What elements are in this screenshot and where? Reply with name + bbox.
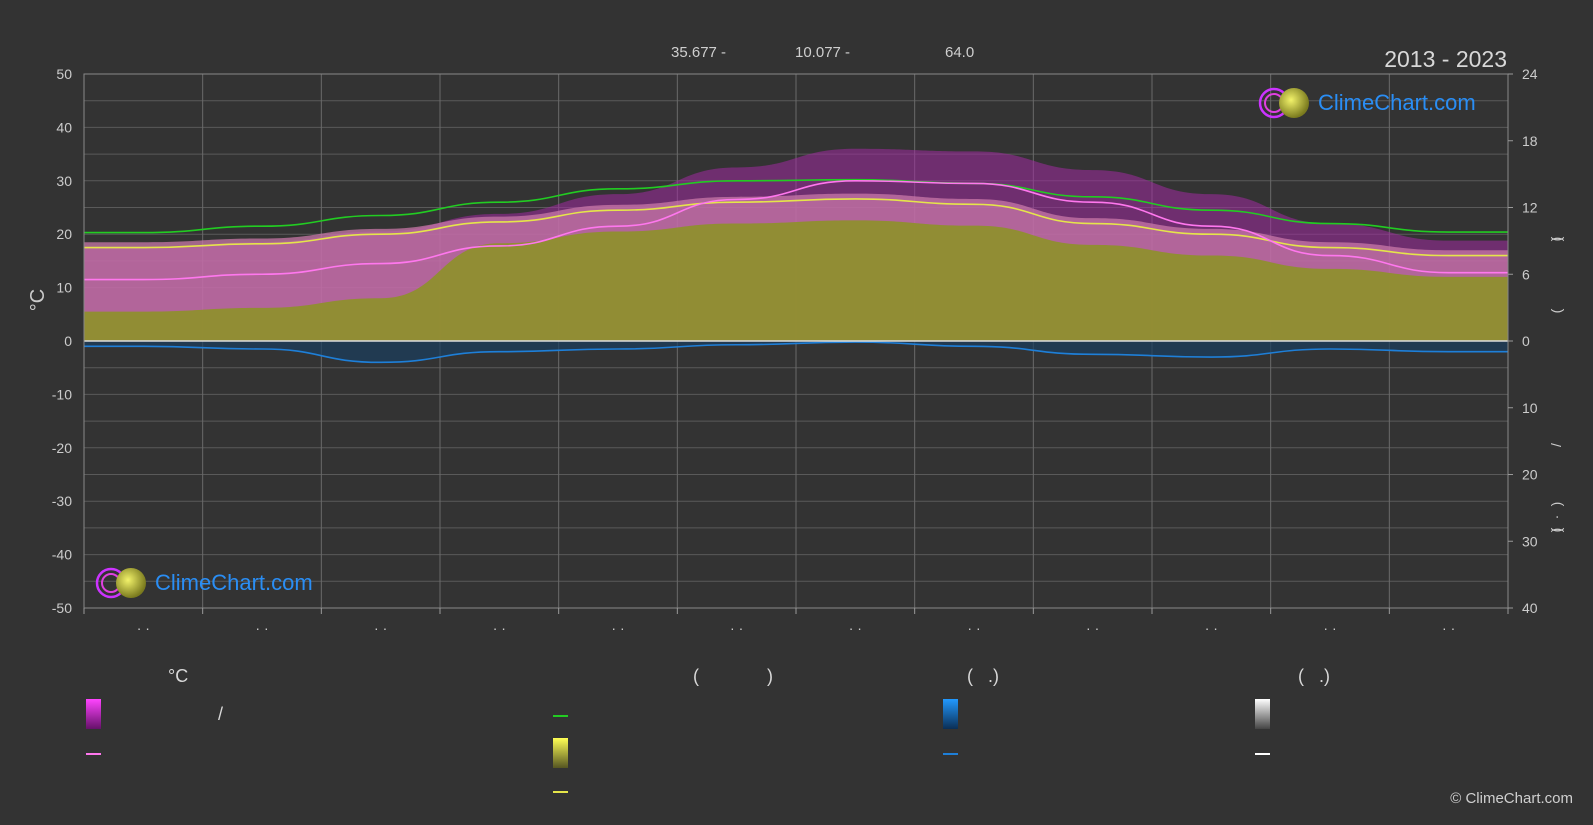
area-fills [84, 148, 1508, 363]
header-latitude: 35.677 - [671, 44, 727, 61]
x-tick-label: · · [849, 620, 862, 636]
right-tick-label: 18 [1522, 133, 1538, 149]
y-tick-label: 50 [56, 66, 72, 82]
x-tick-label: · · [967, 620, 980, 636]
legend-minmax-slash: / [218, 704, 224, 724]
y-tick-label: -10 [52, 386, 72, 402]
copyright: © ClimeChart.com [1450, 790, 1573, 807]
x-tick-label: · · [137, 620, 150, 636]
series-lines [83, 178, 1508, 364]
logo-top[interactable]: ClimeChart.com [1258, 86, 1476, 120]
y-tick-label: -40 [52, 547, 72, 563]
x-tick-label: · · [1086, 620, 1099, 636]
legend-header-sun-open: ( [693, 666, 699, 686]
right-tick-label: 24 [1522, 66, 1538, 82]
x-tick-label: · · [255, 620, 268, 636]
legend-header-sun-close: ) [767, 666, 773, 686]
daylight-line [84, 178, 1508, 234]
temp-mean-line [84, 179, 1508, 281]
right-tick-label: 40 [1522, 600, 1538, 616]
legend-swatch-sunshine [553, 738, 568, 768]
period-label: 2013 - 2023 [1384, 46, 1507, 72]
x-tick-label: · · [730, 620, 743, 636]
y-axis-label: °C [27, 289, 49, 311]
y-tick-label: -20 [52, 440, 72, 456]
y-tick-label: 10 [56, 280, 72, 296]
right-axis-label-fragment: ( [1548, 236, 1564, 241]
x-tick-label: · · [374, 620, 387, 636]
logo-text: ClimeChart.com [1318, 90, 1476, 115]
logo-icon [95, 567, 146, 599]
x-tick-label: · · [1205, 620, 1218, 636]
y-tick-label: -30 [52, 493, 72, 509]
axes: 50 40 30 20 10 0 -10 -20 -30 -40 -50 °C 24 18 12 6 0 10 20… [27, 66, 1564, 636]
y-tick-label: 0 [64, 333, 72, 349]
x-tick-label: · · [611, 620, 624, 636]
logo-bottom[interactable]: ClimeChart.com [95, 566, 313, 600]
right-tick-label: 10 [1522, 400, 1538, 416]
legend-swatch-rain [943, 699, 958, 729]
y-tick-label: 30 [56, 173, 72, 189]
legend-swatch-snow [1255, 699, 1270, 729]
x-tick-label: · · [1323, 620, 1336, 636]
right-axis-label-fragment: ) [1548, 237, 1564, 242]
right-axis-label-fragment: ) [1548, 502, 1564, 507]
logo-icon [1258, 87, 1309, 119]
right-axis-label-fragment: ( [1548, 527, 1564, 532]
legend-swatch-temp-range [86, 699, 101, 729]
right-tick-label: 12 [1522, 200, 1538, 216]
legend-header-temperature: °C [168, 666, 189, 686]
x-tick-label: · · [493, 620, 506, 636]
y-tick-label: 40 [56, 119, 72, 135]
header-elevation: 64.0 [945, 44, 975, 61]
right-tick-label: 20 [1522, 467, 1538, 483]
right-axis-label-fragment: · [1548, 515, 1564, 520]
precip-line [83, 341, 1508, 364]
header-longitude: 10.077 - [795, 44, 851, 61]
y-tick-label: 20 [56, 226, 72, 242]
right-axis-label-fragment: ( [1548, 308, 1564, 313]
y-tick-label: -50 [52, 600, 72, 616]
right-tick-label: 30 [1522, 533, 1538, 549]
legend-swatches [86, 699, 1270, 793]
x-tick-label: · · [1442, 620, 1455, 636]
right-axis-label-fragment: / [1548, 443, 1564, 447]
logo-text: ClimeChart.com [155, 570, 313, 595]
legend-header-rain: ( .) [967, 666, 999, 686]
right-axis-label-fragment: ) [1548, 528, 1564, 533]
sunshine-area [84, 220, 1508, 341]
legend-header-snow: ( .) [1298, 666, 1330, 686]
sunshine-line [83, 198, 1508, 257]
right-tick-label: 0 [1522, 333, 1530, 349]
right-tick-label: 6 [1522, 266, 1530, 282]
